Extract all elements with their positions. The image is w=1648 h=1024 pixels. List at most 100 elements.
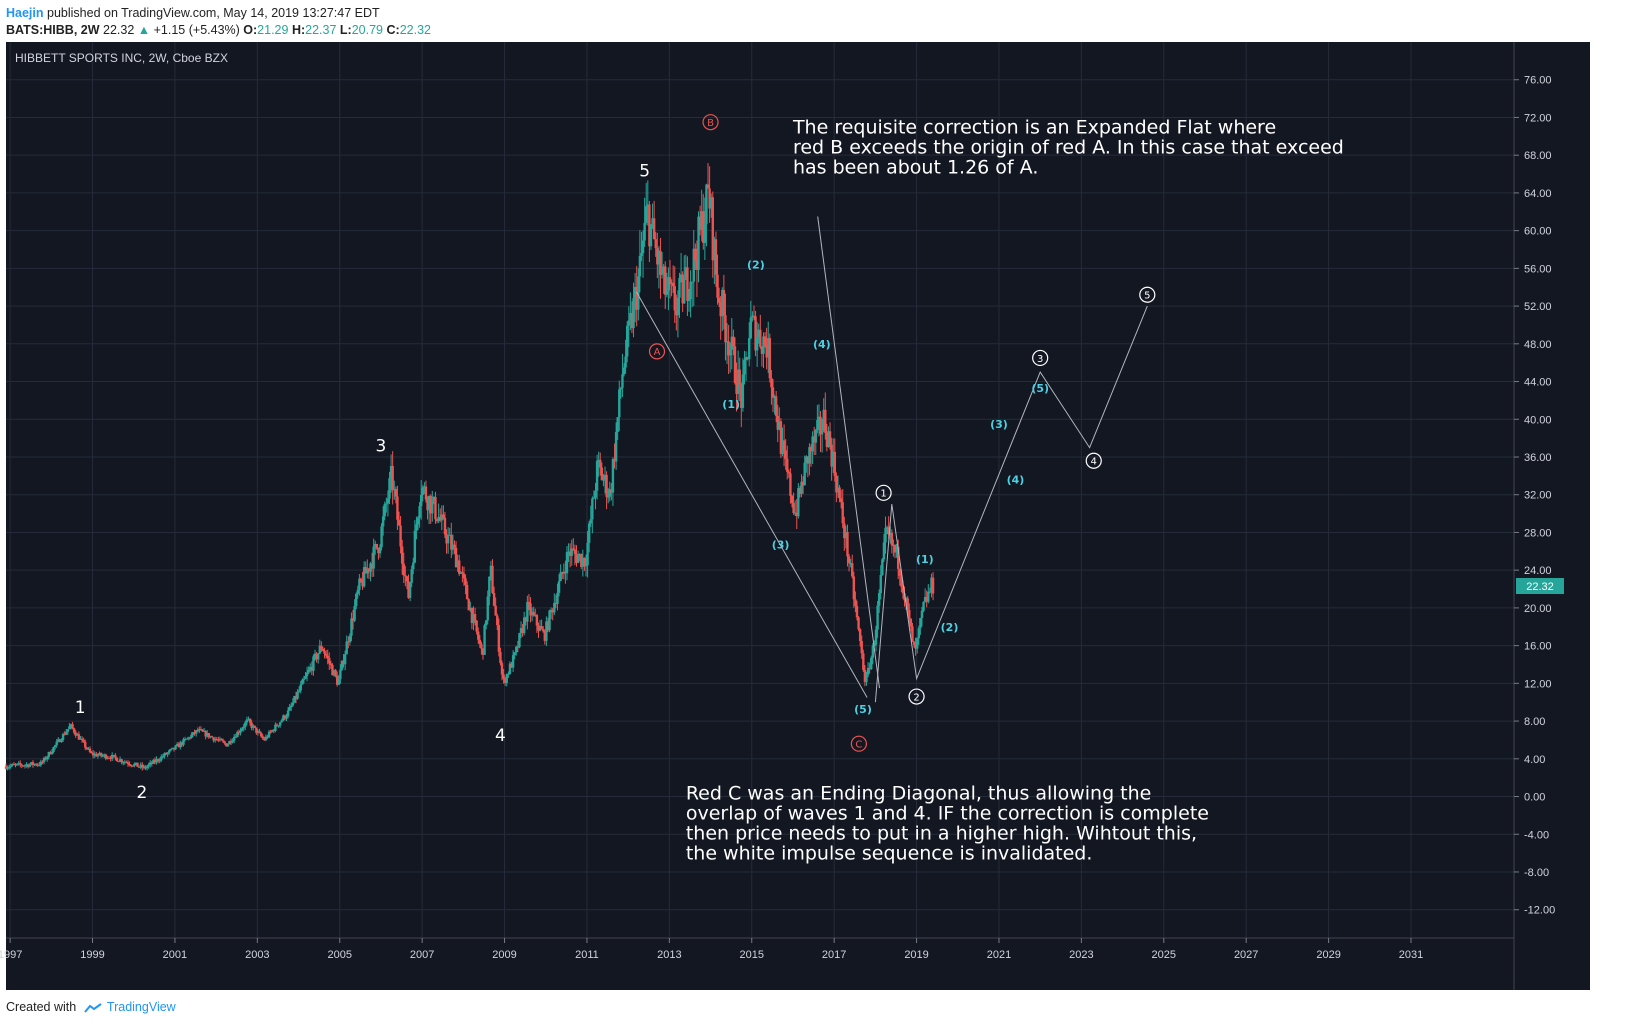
candle-body <box>887 527 890 535</box>
candle-body <box>904 598 908 601</box>
candle-body <box>416 517 420 525</box>
candle-body <box>49 751 52 755</box>
wave-label: 4 <box>495 726 506 746</box>
candle-body <box>527 601 531 604</box>
candle-body <box>26 764 30 767</box>
candle-body <box>412 562 415 570</box>
candle-body <box>399 525 402 547</box>
candle-body <box>386 498 390 504</box>
candle-body <box>30 762 33 765</box>
y-tick-label: 4.00 <box>1524 754 1545 766</box>
candle-body <box>827 431 830 447</box>
candle-body <box>896 546 900 569</box>
candle-body <box>824 409 827 433</box>
candle-body <box>782 440 786 451</box>
wave-label: B <box>707 118 714 129</box>
candle-body <box>510 663 513 668</box>
candle-body <box>202 730 206 732</box>
candle-body <box>277 725 280 727</box>
author-link[interactable]: Haejin <box>6 6 44 20</box>
candle-body <box>99 752 103 756</box>
candle-body <box>80 738 84 740</box>
candle-body <box>128 763 131 765</box>
x-tick-label: 2029 <box>1316 949 1340 961</box>
candle-body <box>717 297 721 303</box>
candle-body <box>645 206 648 223</box>
candle-body <box>418 506 421 518</box>
tradingview-link[interactable]: TradingView <box>106 1000 176 1014</box>
candle-body <box>505 674 508 683</box>
candle-body <box>879 574 882 594</box>
candle-body <box>589 519 592 524</box>
candle-body <box>681 274 684 304</box>
candle-body <box>204 730 207 737</box>
candle-body <box>155 759 158 763</box>
published-text: published on TradingView.com, May 14, 20… <box>47 6 380 20</box>
candle-body <box>748 338 751 360</box>
candle-body <box>695 260 699 270</box>
wave-label: 5 <box>1144 291 1150 302</box>
candle-body <box>684 267 688 279</box>
red-c-diagonal-lower <box>635 291 868 698</box>
candle-body <box>898 568 901 576</box>
candle-body <box>206 733 209 737</box>
candle-body <box>194 730 198 734</box>
candle-body <box>57 739 60 742</box>
price-chart[interactable]: 1 2 3 4 5 A B C (2) (4) (1) (3) (5) 1 2 (1) (2) (3) (4) 3 (5… <box>0 42 1648 992</box>
candle-body <box>378 547 382 554</box>
x-tick-label: 2027 <box>1234 949 1258 961</box>
candle-body <box>773 396 776 398</box>
candle-body <box>229 741 233 743</box>
candle-body <box>305 672 309 676</box>
y-tick-label: -12.00 <box>1524 905 1555 917</box>
time-axis[interactable]: 1997 1999 2001 2003 2005 2007 2009 2011 2013 2015… <box>0 937 1514 961</box>
price-axis[interactable]: 76.00 72.00 68.00 64.00 60.00 56.00 52.00 48.00… <box>1513 42 1564 990</box>
candle-body <box>927 591 930 602</box>
candle-body <box>253 725 256 728</box>
candle-body <box>492 592 496 606</box>
candle-body <box>900 575 903 587</box>
candle-body <box>749 317 753 339</box>
candle-body <box>722 289 726 316</box>
wave-label: (2) <box>941 621 959 634</box>
candle-body <box>467 599 470 611</box>
candle-body <box>61 734 65 741</box>
last-price-label: 22.32 <box>1526 581 1554 593</box>
candle-body <box>473 613 477 621</box>
candle-body <box>616 417 619 432</box>
candle-body <box>526 601 529 622</box>
chart-container[interactable]: 1 2 3 4 5 A B C (2) (4) (1) (3) (5) 1 2 (1) (2) (3) (4) 3 (5… <box>0 42 1648 992</box>
candle-body <box>665 290 669 295</box>
candle-body <box>542 629 545 632</box>
x-tick-label: 2001 <box>163 949 187 961</box>
candle-body <box>877 593 881 606</box>
candle-body <box>348 635 352 643</box>
candle-body <box>380 526 383 548</box>
candle-body <box>811 436 814 452</box>
candle-body <box>567 551 570 553</box>
candle-body <box>458 560 461 574</box>
candle-body <box>486 596 489 621</box>
candle-body <box>220 738 223 741</box>
candle-body <box>586 542 589 566</box>
candle-body <box>421 487 424 495</box>
candle-body <box>226 744 230 747</box>
candle-body <box>307 669 310 673</box>
footer: Created with TradingView <box>6 1000 176 1014</box>
candle-body <box>671 282 675 287</box>
wave-label: 2 <box>137 783 148 803</box>
candle-body <box>179 742 182 748</box>
candle-body <box>828 431 832 445</box>
candle-body <box>12 764 16 766</box>
candle-body <box>808 447 811 464</box>
candle-body <box>104 754 108 759</box>
candle-body <box>911 626 914 642</box>
candle-body <box>851 563 854 577</box>
candle-body <box>465 584 469 600</box>
wave-label-circle <box>702 114 719 131</box>
candle-body <box>497 625 501 652</box>
candle-body <box>198 729 201 731</box>
candle-body <box>705 184 708 225</box>
candle-body <box>372 546 375 569</box>
candle-body <box>740 384 743 408</box>
